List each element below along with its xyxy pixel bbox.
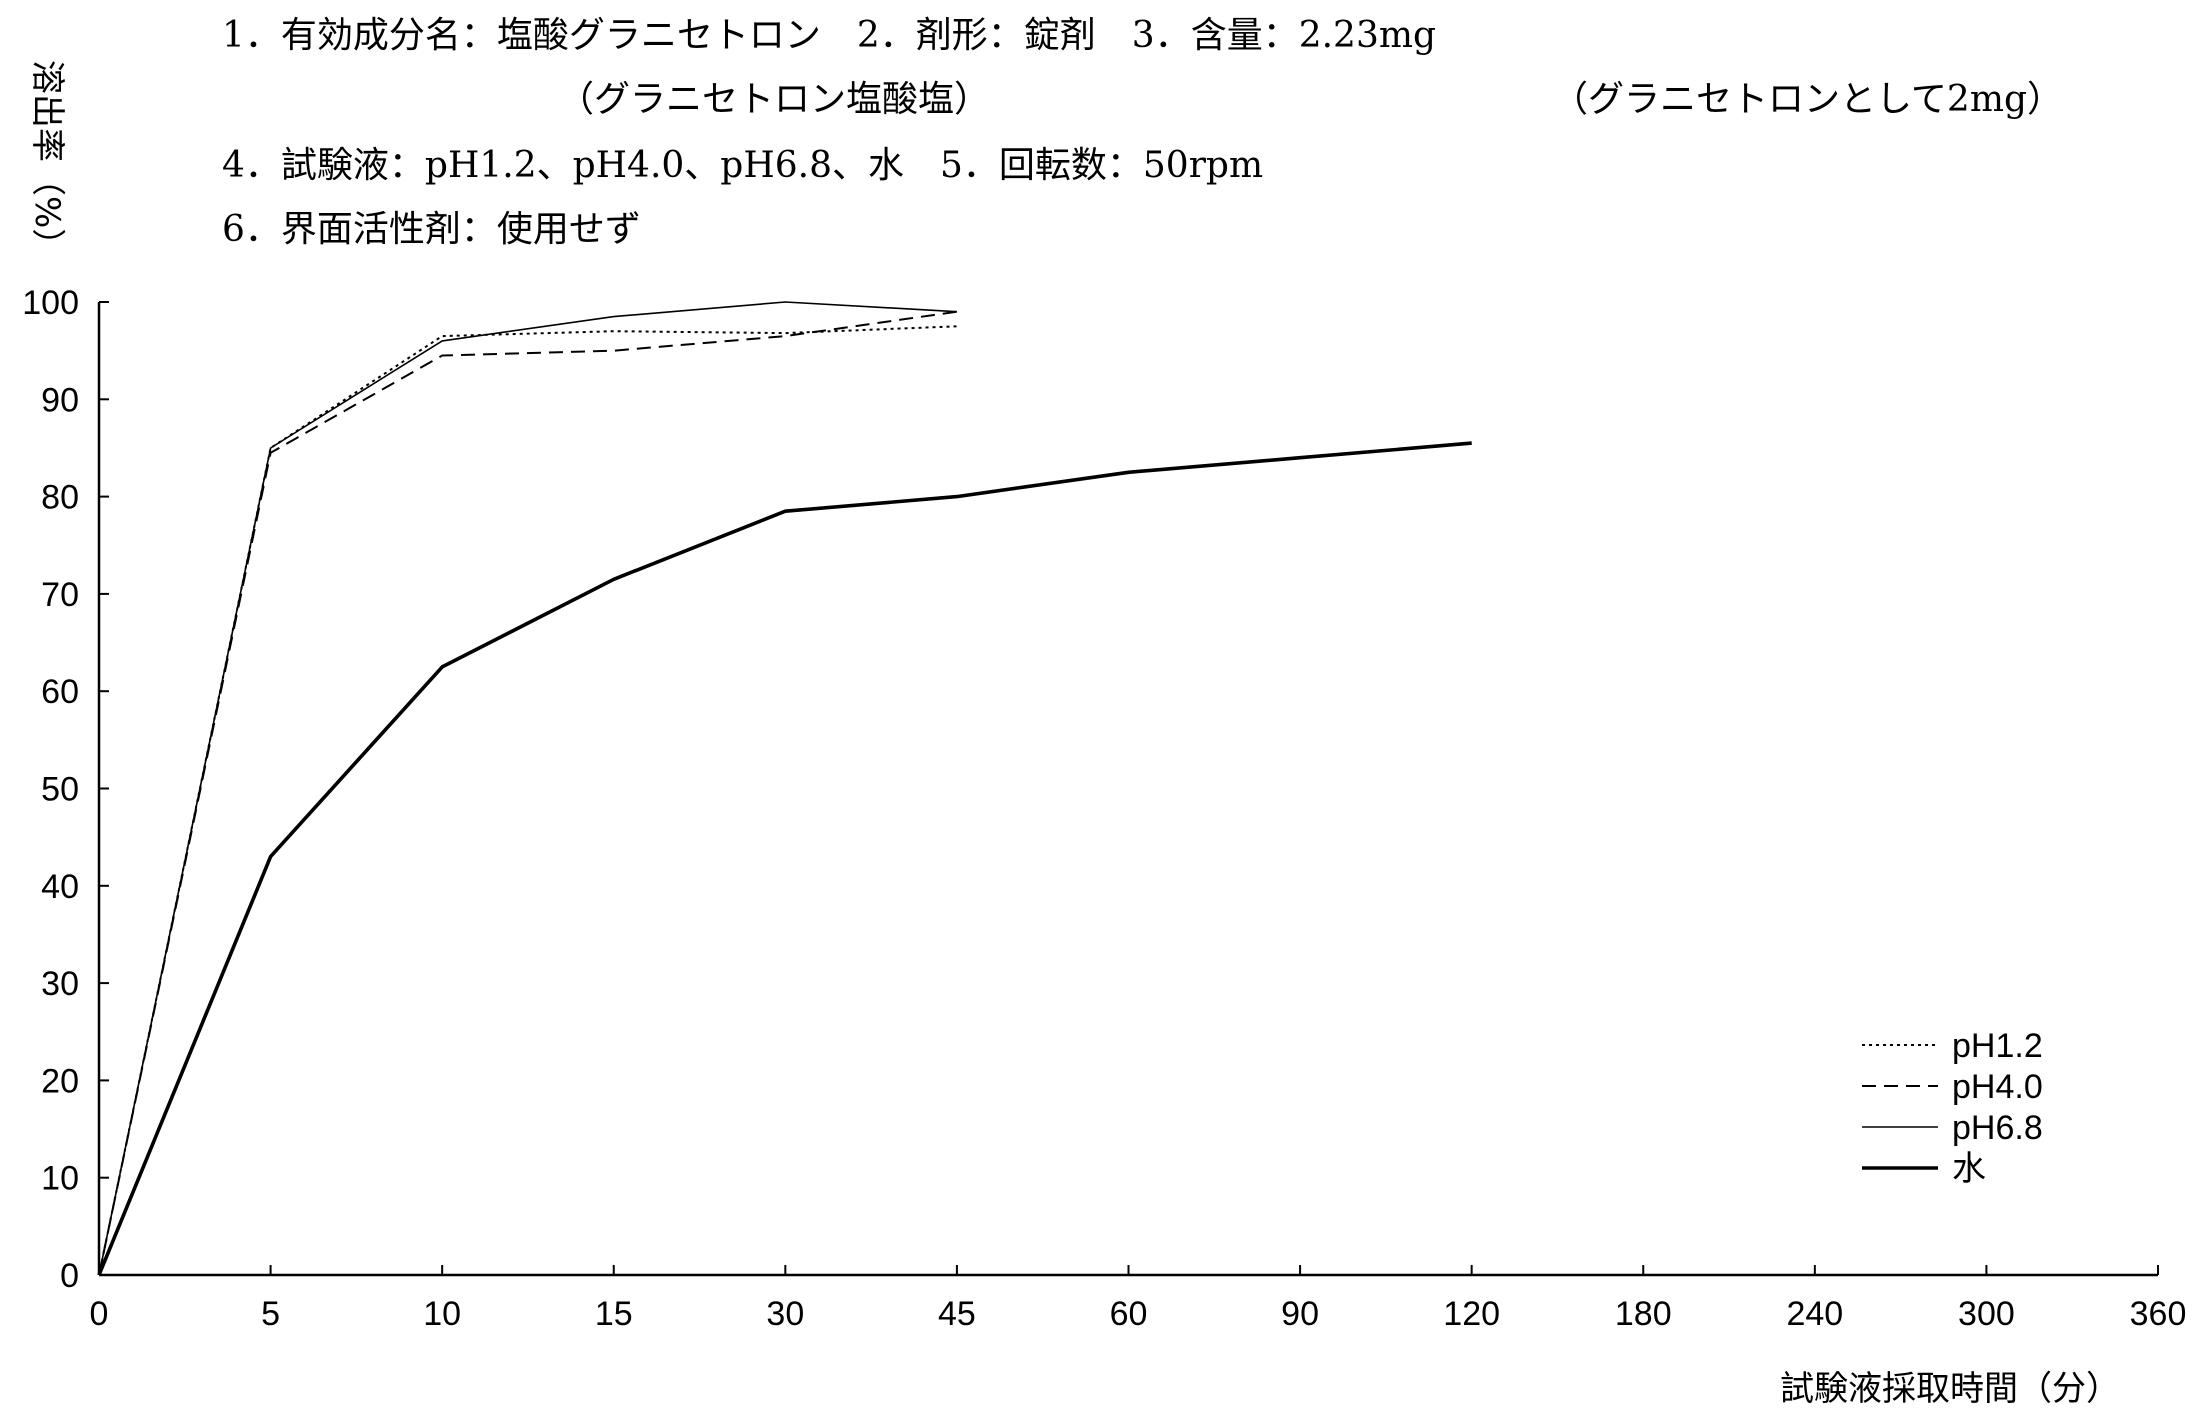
series-line-3 <box>97 441 1472 1276</box>
x-axis-label: 試験液採取時間（分） <box>1780 1369 2120 1409</box>
y-tick-label: 90 <box>41 381 79 419</box>
series-line-1 <box>98 310 958 1276</box>
y-tick-label: 100 <box>22 284 79 322</box>
y-tick-label: 50 <box>41 771 79 809</box>
y-tick-label: 20 <box>41 1062 79 1100</box>
x-tick-label: 60 <box>1110 1295 1148 1333</box>
legend-label-0: pH1.2 <box>1952 1027 2043 1065</box>
y-tick-label: 30 <box>41 965 79 1003</box>
legend-label-1: pH4.0 <box>1952 1068 2043 1106</box>
x-tick-label: 120 <box>1443 1295 1500 1333</box>
x-tick-label: 90 <box>1281 1295 1319 1333</box>
x-tick-label: 180 <box>1615 1295 1672 1333</box>
x-axis-ticks: 0 5 10 15 30 45 60 90 120 180 240 300 360 <box>90 1265 2187 1333</box>
y-tick-label: 10 <box>41 1160 79 1198</box>
header-line-2-left: （グラニセトロン塩酸塩） <box>558 79 991 120</box>
legend-label-3: 水 <box>1952 1150 1986 1188</box>
x-tick-label: 360 <box>2130 1295 2187 1333</box>
series-line-2 <box>98 301 957 1276</box>
x-tick-label: 30 <box>766 1295 804 1333</box>
header-line-2-right: （グラニセトロンとして2mg） <box>1552 79 2064 120</box>
y-tick-label: 60 <box>41 673 79 711</box>
legend-label-2: pH6.8 <box>1952 1109 2043 1147</box>
x-tick-label: 45 <box>938 1295 976 1333</box>
x-tick-label: 240 <box>1786 1295 1843 1333</box>
y-tick-label: 80 <box>41 479 79 517</box>
x-tick-label: 0 <box>90 1295 109 1333</box>
y-tick-label: 0 <box>60 1257 79 1295</box>
y-tick-label: 40 <box>41 868 79 906</box>
x-tick-label: 15 <box>595 1295 633 1333</box>
series-line-0 <box>98 325 957 1276</box>
series-group <box>97 301 1472 1276</box>
y-axis-ticks: 0 10 20 30 40 50 60 70 80 90 100 <box>22 284 109 1295</box>
axes <box>97 302 2158 1277</box>
x-tick-label: 5 <box>261 1295 280 1333</box>
x-tick-label: 300 <box>1958 1295 2015 1333</box>
header-line-1: 1．有効成分名：塩酸グラニセトロン 2．剤形：錠剤 3．含量：2.23mg <box>222 15 1437 56</box>
header-line-4: 6．界面活性剤：使用せず <box>222 209 641 250</box>
y-tick-label: 70 <box>41 576 79 614</box>
y-axis-label: 溶出率（%） <box>27 60 67 262</box>
x-tick-label: 10 <box>423 1295 461 1333</box>
header-line-3: 4．試験液：pH1.2、pH4.0、pH6.8、水 5．回転数：50rpm <box>222 145 1264 186</box>
